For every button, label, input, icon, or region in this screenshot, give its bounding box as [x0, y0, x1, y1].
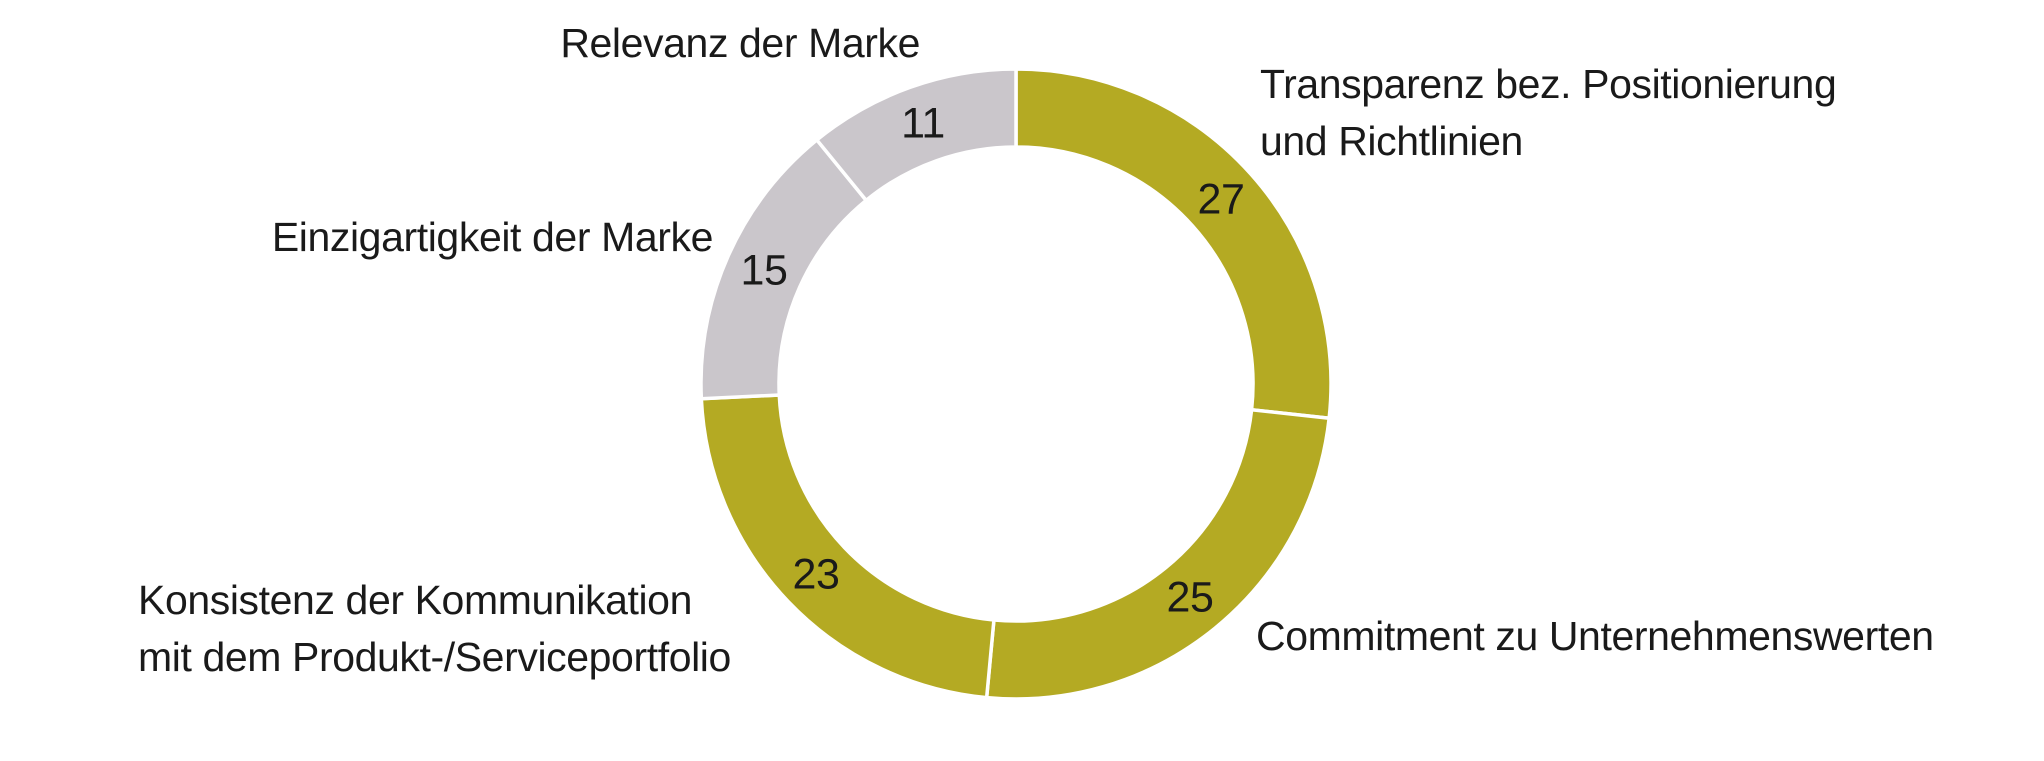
donut-slice-transparenz: [1014, 67, 1333, 421]
donut-slice-commitment: [984, 407, 1332, 701]
donut-slice-konsistenz: [699, 393, 996, 700]
donut-slice-einzigartigkeit: [699, 137, 869, 401]
donut-slice-relevanz: [814, 67, 1018, 203]
